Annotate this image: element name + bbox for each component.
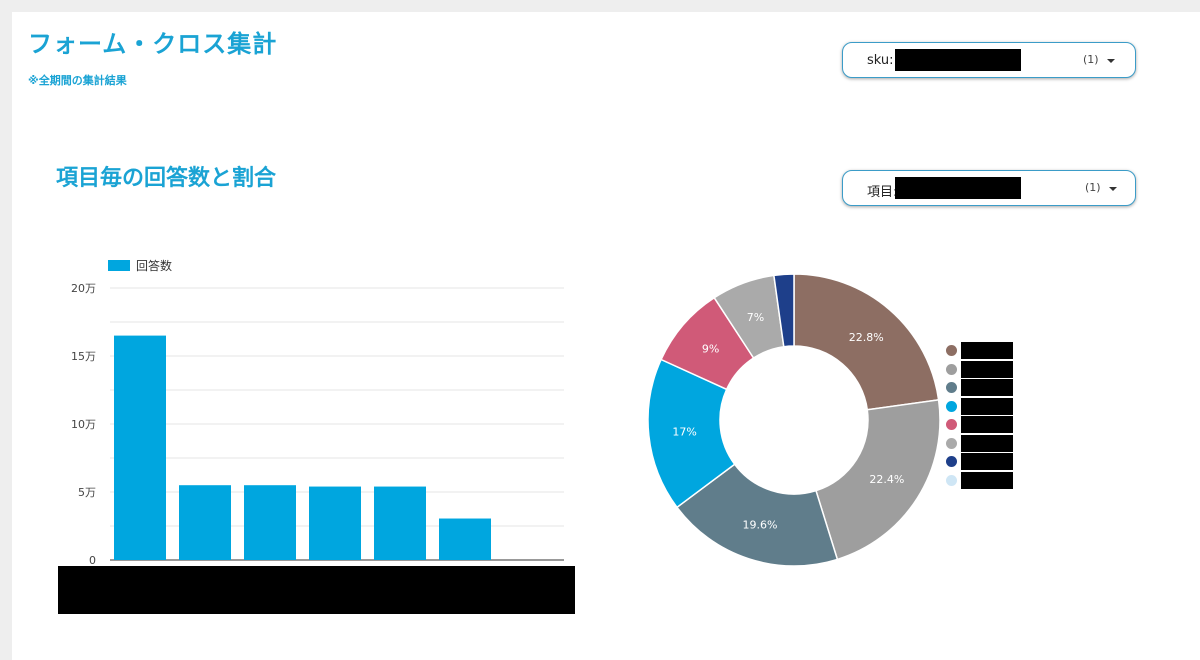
pie-slice[interactable] (815, 399, 941, 561)
legend-dot-icon (946, 437, 957, 449)
item-filter-label: 項目: (867, 185, 898, 200)
legend-dot-icon (946, 363, 957, 375)
legend-dot-icon (946, 345, 957, 356)
legend-label-redacted (961, 379, 1013, 396)
bar-chart: 0 5万 10万 15万 20万 (71, 282, 564, 567)
legend-label-redacted (961, 434, 1013, 452)
sku-filter-count: (1) (1083, 53, 1099, 66)
pie-slice[interactable] (773, 273, 795, 348)
y-tick-label: 20万 (71, 282, 96, 295)
sku-filter-dropdown[interactable]: sku: (1) (842, 42, 1136, 78)
bar-legend-label: 回答数 (136, 259, 173, 273)
y-tick-label: 5万 (78, 486, 96, 499)
sku-filter-value-redacted (895, 49, 1021, 71)
donut-chart: 22.8% 22.4% 19.6% 17% 9% 7% (647, 273, 941, 567)
pie-slice[interactable] (793, 273, 940, 411)
legend-dot-icon (946, 400, 957, 412)
bar[interactable] (179, 485, 231, 560)
bar[interactable] (244, 485, 296, 560)
slice-label: 22.4% (869, 473, 904, 486)
section-title: 項目毎の回答数と割合 (56, 166, 277, 191)
item-filter-dropdown[interactable]: 項目: (1) (842, 170, 1136, 206)
legend-dot-icon (946, 456, 957, 467)
slice-label: 22.8% (849, 331, 884, 344)
legend-label-redacted (961, 471, 1013, 489)
page-title: フォーム・クロス集計 (28, 30, 278, 58)
slice-label: 17% (672, 426, 696, 439)
bar-legend-swatch (108, 260, 130, 271)
pie-slice[interactable] (675, 463, 839, 567)
legend-label-redacted (961, 342, 1013, 359)
bar[interactable] (114, 335, 166, 560)
item-filter-value-redacted (895, 177, 1021, 199)
legend-label-redacted (961, 397, 1013, 415)
chevron-down-icon[interactable] (1109, 187, 1117, 191)
legend-label-redacted (961, 416, 1013, 433)
legend-label-redacted (961, 360, 1013, 378)
bar[interactable] (374, 486, 426, 560)
legend-dot-icon (946, 419, 957, 430)
slice-label: 9% (702, 342, 719, 355)
item-filter-count: (1) (1085, 181, 1101, 194)
sku-filter-label: sku: (867, 53, 894, 68)
bar[interactable] (439, 518, 491, 560)
period-note: ※全期間の集計結果 (28, 74, 127, 87)
bar[interactable] (309, 486, 361, 560)
legend-label-redacted (961, 453, 1013, 470)
chevron-down-icon[interactable] (1107, 59, 1115, 63)
slice-label: 19.6% (743, 519, 778, 532)
y-tick-label: 15万 (71, 350, 96, 363)
legend-dot-icon (946, 382, 957, 393)
slice-label: 7% (747, 311, 764, 324)
y-tick-label: 0 (89, 554, 96, 567)
legend-dot-icon (946, 474, 957, 486)
report-page: フォーム・クロス集計 ※全期間の集計結果 sku: (1) 項目毎の回答数と割合… (12, 12, 1200, 660)
y-tick-label: 10万 (71, 418, 96, 431)
x-axis-labels-redacted (58, 566, 575, 614)
